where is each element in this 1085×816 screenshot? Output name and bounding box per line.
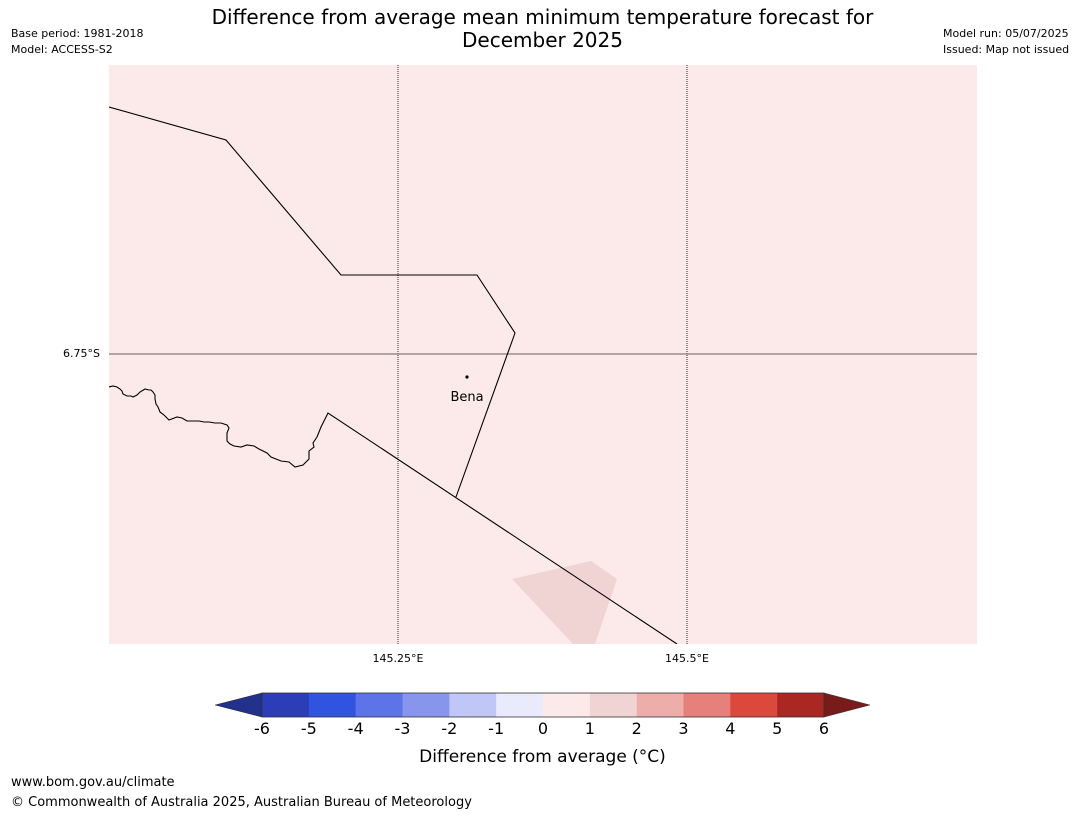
colorbar-tick-label: 3 bbox=[678, 719, 689, 738]
colorbar-segment bbox=[589, 693, 637, 717]
colorbar-tick-label: 2 bbox=[631, 719, 642, 738]
colorbar-segment bbox=[777, 693, 825, 717]
colorbar-tick-label: 0 bbox=[537, 719, 549, 738]
province-boundary-north bbox=[109, 106, 516, 498]
title-line-2: December 2025 bbox=[462, 28, 623, 52]
colorbar-extend-low bbox=[215, 692, 263, 718]
base-period-text: Base period: 1981-2018 bbox=[11, 27, 144, 40]
colorbar-tick-label: 1 bbox=[584, 719, 595, 738]
colorbar-label: Difference from average (°C) bbox=[419, 747, 666, 767]
colorbar-segment bbox=[683, 693, 731, 717]
colorbar-tick-label: 6 bbox=[818, 719, 830, 738]
colorbar-tick-label: -1 bbox=[488, 719, 505, 738]
model-text: Model: ACCESS-S2 bbox=[11, 43, 113, 56]
colorbar-segment bbox=[496, 693, 544, 717]
footer-copyright: © Commonwealth of Australia 2025, Austra… bbox=[11, 795, 472, 810]
province-boundary-south bbox=[109, 385, 678, 644]
colorbar-tick-label: -2 bbox=[441, 719, 458, 738]
colorbar-tick-label: -5 bbox=[300, 719, 317, 738]
page-title: Difference from average mean minimum tem… bbox=[150, 6, 935, 52]
colorbar-segment bbox=[402, 693, 450, 717]
bena-label: Bena bbox=[450, 390, 483, 405]
colorbar-segment bbox=[355, 693, 403, 717]
colorbar-segment bbox=[636, 693, 684, 717]
lat-label-6-75s: 6.75°S bbox=[63, 347, 100, 360]
colorbar-segment bbox=[449, 693, 497, 717]
lon-label-145-5e: 145.5°E bbox=[665, 652, 709, 665]
colorbar-segment bbox=[262, 693, 310, 717]
title-line-1: Difference from average mean minimum tem… bbox=[211, 5, 874, 29]
lon-label-145-25e: 145.25°E bbox=[372, 652, 424, 665]
footer-url: www.bom.gov.au/climate bbox=[11, 775, 175, 790]
model-run-text: Model run: 05/07/2025 bbox=[943, 27, 1069, 40]
forecast-map: Bena bbox=[109, 65, 977, 644]
colorbar bbox=[215, 692, 870, 718]
colorbar-extend-high bbox=[823, 692, 870, 718]
colorbar-segment bbox=[543, 693, 591, 717]
colorbar-tick-label: 5 bbox=[772, 719, 783, 738]
colorbar-tick-label: -6 bbox=[254, 719, 270, 738]
issued-text: Issued: Map not issued bbox=[943, 43, 1070, 56]
colorbar-tick-label: -4 bbox=[347, 719, 364, 738]
anomaly-patch bbox=[512, 561, 617, 644]
colorbar-tick-label: 4 bbox=[725, 719, 736, 738]
colorbar-segment bbox=[308, 693, 356, 717]
colorbar-tick-label: -3 bbox=[394, 719, 411, 738]
colorbar-segment bbox=[730, 693, 778, 717]
bena-marker bbox=[465, 375, 469, 379]
